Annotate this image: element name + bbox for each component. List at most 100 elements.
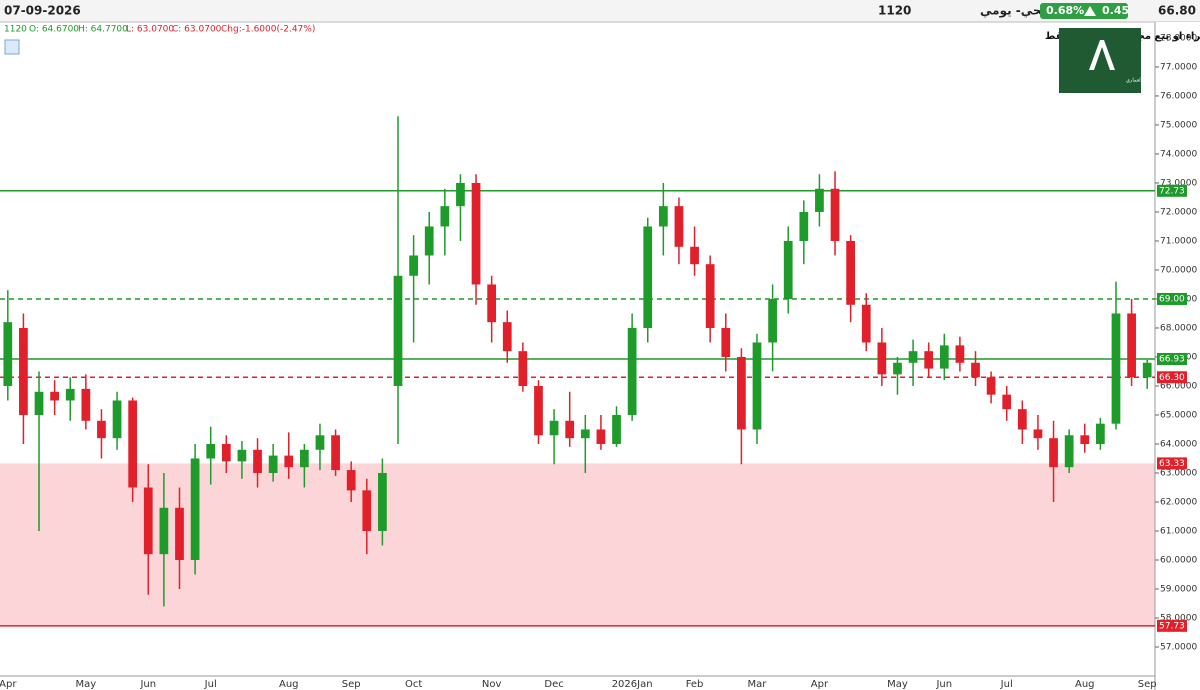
candle-body (924, 351, 934, 369)
logo-caption: علي العماري (1126, 78, 1152, 84)
candle-body (674, 206, 684, 247)
candle-body (3, 322, 13, 386)
candle-body (908, 351, 918, 363)
x-tick-label: Oct (405, 679, 422, 690)
x-tick-label: Jun (139, 679, 156, 690)
level-tag (1157, 184, 1187, 197)
x-tick-label: Sep (1138, 679, 1157, 690)
candle-body (534, 385, 543, 436)
logo-mark (1089, 40, 1115, 70)
candle-body (237, 449, 247, 462)
candle-body (440, 206, 450, 227)
candle-body (955, 345, 965, 363)
x-tick-label: Sep (342, 679, 361, 690)
top-bar (0, 0, 1200, 22)
candle-body (487, 284, 497, 323)
y-tick-label: 62.0000 (1160, 497, 1197, 507)
x-tick-label: Nov (482, 679, 502, 690)
candle-body (268, 455, 278, 473)
candle-body (159, 507, 169, 555)
candle-body (596, 429, 606, 444)
candle-body (612, 414, 621, 444)
y-tick-label: 76.0000 (1160, 91, 1197, 101)
candle-body (1017, 409, 1027, 430)
y-tick-label: 74.0000 (1160, 149, 1197, 159)
x-tick-label: 2026Jan (612, 679, 653, 690)
indicator-icon[interactable] (4, 39, 20, 55)
logo (1059, 28, 1141, 93)
y-tick-label: 61.0000 (1160, 526, 1197, 536)
candle-body (143, 487, 153, 555)
y-tick-label: 73.0000 (1160, 178, 1197, 188)
price: 66.80 (1158, 4, 1196, 18)
change-pct: 0.68% (1046, 4, 1084, 17)
level-label: 72.73 (1159, 186, 1185, 196)
y-tick-label: 64.0000 (1160, 439, 1197, 449)
candle-body (658, 206, 668, 227)
candle-body (549, 420, 559, 436)
candle-body (50, 391, 59, 401)
candle-body (1142, 362, 1152, 378)
zone (0, 463, 1155, 626)
candle-body (752, 342, 762, 430)
candle-body (393, 275, 403, 386)
candle-body (1111, 313, 1121, 424)
y-tick-label: 63.0000 (1160, 468, 1197, 478)
y-tick-label: 71.0000 (1160, 236, 1197, 246)
level-label: 63.33 (1159, 459, 1185, 469)
y-tick-label: 77.0000 (1160, 62, 1197, 72)
candle-body (799, 211, 809, 241)
candle-body (284, 455, 294, 468)
info-low: L: 63.0700 (126, 25, 174, 35)
candle-body (1127, 313, 1136, 378)
candle-body (128, 400, 138, 488)
change: 0.45 (1102, 4, 1129, 17)
x-tick-label: Dec (544, 679, 563, 690)
candle-body (1096, 423, 1105, 444)
info-symbol: 1120 (4, 25, 27, 35)
candle-body (627, 327, 637, 415)
x-tick-label: Feb (686, 679, 704, 690)
level-tag (1157, 292, 1187, 305)
y-tick-label: 60.0000 (1160, 555, 1197, 565)
candle-body (112, 400, 122, 439)
symbol: 1120 (878, 4, 911, 18)
candle-body (34, 391, 44, 415)
date: 07-09-2026 (4, 4, 81, 18)
candle-body (971, 362, 980, 378)
candle-body (175, 507, 184, 560)
candle-body (331, 435, 340, 471)
candle-body (783, 240, 793, 299)
candle-body (1002, 394, 1012, 410)
info-high: H: 64.7700 (78, 25, 128, 35)
candle-body (986, 377, 996, 395)
x-tick-label: Apr (811, 679, 829, 690)
candle-body (456, 182, 465, 207)
candle-body (1033, 429, 1043, 439)
x-tick-label: May (76, 679, 97, 690)
candle-body (518, 351, 528, 386)
candle-body (643, 226, 653, 328)
x-tick-label: Jul (204, 679, 217, 690)
up-arrow (1084, 6, 1096, 16)
level-tag (1157, 457, 1187, 470)
candle-body (409, 255, 418, 276)
x-tick-label: Jul (1000, 679, 1013, 690)
candle-body (737, 356, 746, 430)
plot: 57.0000 58.0000 59.0000 60.0000 61.0000 62.00… (0, 22, 1200, 690)
y-tick-label: 70.0000 (1160, 265, 1197, 275)
candle-body (846, 240, 856, 305)
candle-body (877, 342, 887, 375)
y-tick-label: 68.0000 (1160, 323, 1197, 333)
candle-body (705, 264, 715, 328)
candle-body (690, 246, 699, 265)
candle-body (190, 458, 200, 560)
level-label: 69.00 (1159, 294, 1185, 304)
candle-body (502, 322, 512, 352)
candle-body (346, 470, 356, 491)
candle-body (299, 449, 309, 468)
candle-body (65, 388, 75, 401)
info-chg: Chg:-1.6000(-2.47%) (221, 25, 315, 35)
candle-body (19, 327, 28, 415)
